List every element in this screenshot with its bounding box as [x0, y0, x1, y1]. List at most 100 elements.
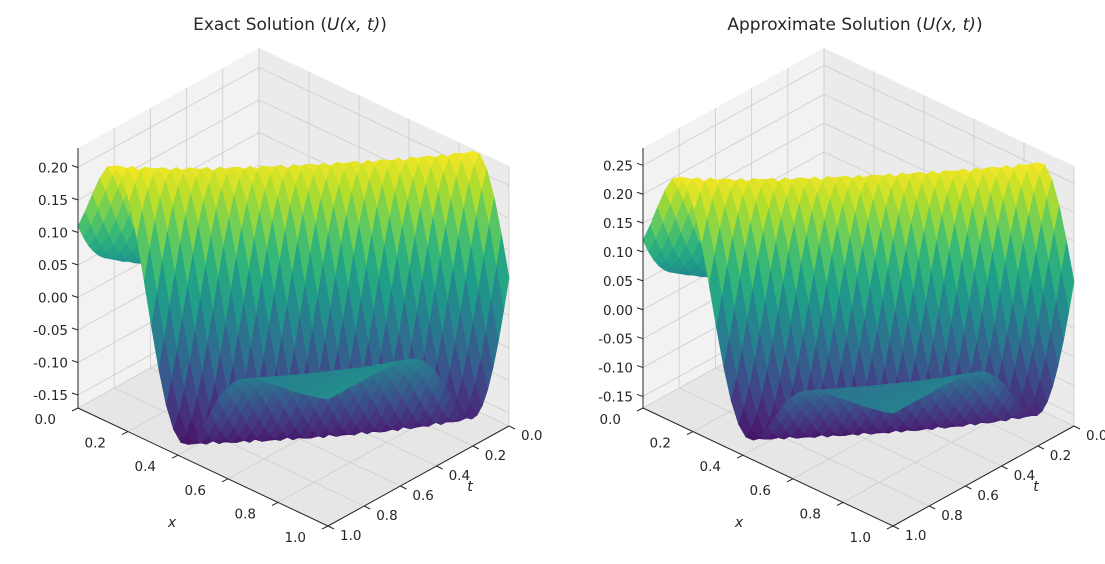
surface-facet [884, 408, 900, 414]
z-tick-mark [636, 393, 644, 397]
t-tick-label: 0.2 [485, 448, 506, 464]
z-tick-mark [636, 191, 644, 195]
x-tick-mark [886, 525, 894, 530]
z-tick-mark [71, 360, 79, 363]
z-tick-mark [71, 197, 79, 201]
t-tick-mark [400, 485, 407, 490]
z-tick-mark [71, 295, 79, 298]
t-tick-mark [1001, 465, 1008, 470]
t-axis-label: t [467, 479, 473, 495]
t-tick-label: 0.6 [977, 488, 998, 504]
x-tick-mark [221, 478, 229, 483]
z-tick-label: -0.10 [598, 361, 633, 377]
t-tick-mark [508, 425, 516, 430]
axes [71, 148, 516, 530]
z-tick-mark [636, 220, 644, 224]
x-tick-mark [321, 525, 329, 530]
left-grid-z [642, 64, 825, 166]
t-tick-label: 0.0 [1086, 428, 1105, 444]
x-axis-line [77, 407, 329, 527]
left-grid-z [642, 93, 825, 195]
z-tick-mark [71, 230, 79, 233]
t-tick-label: 1.0 [905, 528, 926, 544]
z-tick-label: -0.15 [598, 389, 633, 405]
t-axis-line [327, 425, 510, 527]
x-tick-mark [71, 407, 79, 412]
z-tick-label: 0.00 [38, 291, 68, 307]
t-tick-label: 0.8 [941, 508, 962, 524]
z-tick-label: -0.10 [33, 356, 68, 372]
z-tick-mark [71, 392, 79, 396]
z-tick-label: 0.15 [38, 193, 68, 209]
x-tick-mark [271, 501, 279, 506]
x-tick-label: 0.2 [85, 436, 106, 452]
t-tick-mark [436, 465, 443, 470]
z-tick-mark [636, 278, 644, 282]
chart-panel-approximate: 0.0 0.2 0.4 0.6 0.8 1.0 0.0 0.2 0.4 0.6 0.8 1.0 0.25… [598, 15, 1105, 546]
x-tick-label: 1.0 [285, 530, 306, 546]
z-tick-label: 0.25 [603, 158, 633, 174]
z-tick-label: -0.15 [33, 388, 68, 404]
x-tick-label: 0.8 [235, 506, 256, 522]
z-tick-mark [71, 165, 79, 168]
x-axis-label: x [734, 515, 744, 531]
t-tick-label: 0.4 [1014, 468, 1035, 484]
z-tick-label: 0.05 [38, 258, 68, 274]
t-axis-label: t [1033, 479, 1039, 495]
t-tick-mark [892, 525, 900, 530]
z-tick-label: 0.10 [603, 245, 633, 261]
t-axis-line [892, 425, 1075, 527]
surface [642, 162, 1075, 441]
t-tick-mark [965, 485, 972, 490]
z-tick-mark [636, 307, 644, 311]
t-tick-label: 0.8 [376, 508, 397, 524]
x-tick-label: 1.0 [850, 530, 871, 546]
x-tick-label: 0.0 [35, 412, 56, 428]
t-tick-mark [363, 505, 371, 510]
surface-facet [319, 394, 335, 400]
z-tick-label: 0.20 [38, 161, 68, 177]
z-tick-label: -0.05 [598, 332, 633, 348]
x-tick-mark [686, 431, 694, 436]
z-tick-mark [71, 327, 79, 331]
x-tick-mark [121, 431, 129, 436]
x-tick-mark [836, 501, 844, 506]
axes [636, 148, 1081, 530]
left-grid-z [77, 67, 260, 168]
chart-title: Approximate Solution (U(x, t)) [727, 15, 982, 35]
t-tick-label: 0.2 [1050, 448, 1071, 464]
x-tick-label: 0.4 [700, 459, 721, 475]
x-tick-mark [171, 454, 179, 459]
z-tick-label: 0.10 [38, 226, 68, 242]
t-tick-mark [472, 445, 480, 450]
z-tick-mark [71, 262, 79, 266]
x-axis-line [642, 407, 894, 527]
x-tick-label: 0.4 [135, 459, 156, 475]
z-tick-label: 0.15 [603, 216, 633, 232]
z-tick-mark [636, 336, 644, 340]
z-tick-mark [636, 162, 644, 166]
t-tick-label: 0.6 [412, 488, 433, 504]
x-tick-label: 0.6 [185, 483, 206, 499]
t-tick-mark [1037, 445, 1045, 450]
x-tick-label: 0.2 [650, 436, 671, 452]
t-tick-mark [1073, 425, 1081, 430]
x-tick-label: 0.8 [800, 506, 821, 522]
x-tick-label: 0.6 [750, 483, 771, 499]
x-axis-label: x [167, 515, 177, 531]
t-tick-mark [928, 505, 936, 510]
x-tick-mark [786, 478, 794, 483]
z-tick-mark [636, 365, 644, 369]
x-tick-label: 0.0 [600, 412, 621, 428]
z-tick-label: -0.05 [33, 323, 68, 339]
z-tick-label: 0.00 [603, 303, 633, 319]
z-tick-label: 0.20 [603, 187, 633, 203]
t-tick-mark [327, 525, 335, 530]
z-tick-label: 0.05 [603, 274, 633, 290]
chart-title: Exact Solution (U(x, t)) [193, 15, 387, 35]
x-tick-mark [636, 407, 644, 412]
floor-grid-t [679, 387, 930, 507]
t-tick-label: 0.0 [521, 428, 542, 444]
chart-panel-exact: 0.0 0.2 0.4 0.6 0.8 1.0 0.0 0.2 0.4 0.6 0.8 1.0 0.20… [33, 15, 542, 546]
x-tick-mark [736, 454, 744, 459]
